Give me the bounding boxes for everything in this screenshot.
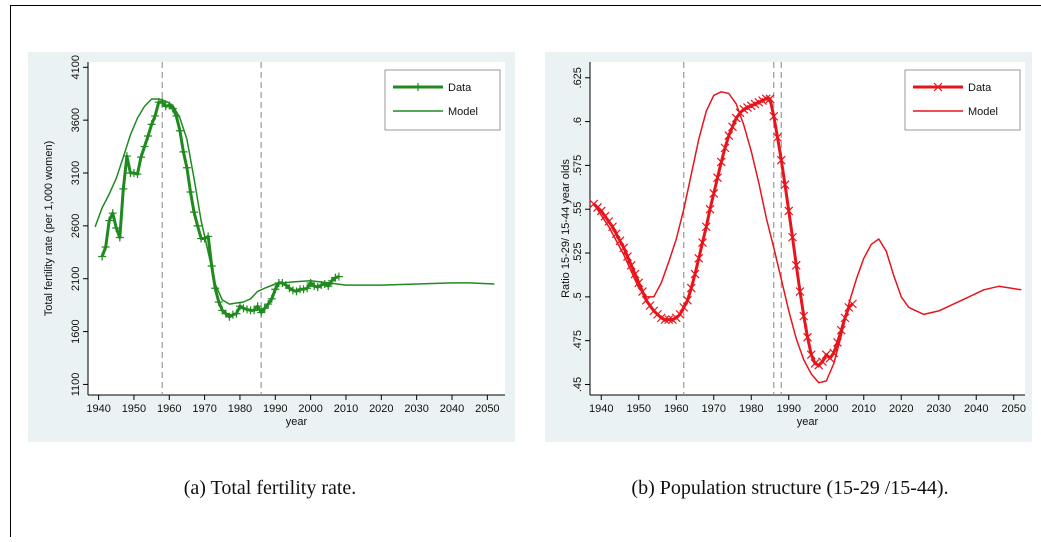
x-tick-label: 2020 xyxy=(889,403,913,415)
x-tick-label: 2050 xyxy=(1002,403,1026,415)
x-tick-label: 1940 xyxy=(86,403,110,415)
x-axis-label: year xyxy=(797,416,819,428)
x-tick-label: 1960 xyxy=(157,403,181,415)
x-tick-label: 1950 xyxy=(627,403,651,415)
x-tick-label: 2030 xyxy=(927,403,951,415)
y-tick-label: .45 xyxy=(572,377,584,392)
x-tick-label: 2010 xyxy=(852,403,876,415)
legend-label: Data xyxy=(448,82,472,94)
y-tick-label: .5 xyxy=(572,292,584,301)
y-tick-label: .6 xyxy=(572,117,584,126)
legend-box xyxy=(385,70,500,130)
y-tick-label: 1100 xyxy=(70,373,82,397)
legend: Data Model xyxy=(905,70,1020,130)
y-axis-label: Ratio 15-29/ 15-44 year olds xyxy=(560,159,572,298)
legend-label: Model xyxy=(448,106,478,118)
caption: (b) Population structure (15-29 /15-44). xyxy=(631,477,948,499)
legend-label: Model xyxy=(968,106,998,118)
x-tick-label: 1960 xyxy=(664,403,688,415)
y-tick-label: 2100 xyxy=(70,266,82,290)
y-tick-label: 4100 xyxy=(70,55,82,79)
x-tick-label: 2040 xyxy=(964,403,988,415)
y-tick-label: 1600 xyxy=(70,319,82,343)
x-tick-label: 2010 xyxy=(334,403,358,415)
y-tick-label: 3100 xyxy=(70,161,82,185)
y-tick-label: .575 xyxy=(572,155,584,176)
x-tick-label: 1940 xyxy=(589,403,613,415)
x-tick-label: 1990 xyxy=(263,403,287,415)
y-tick-label: .625 xyxy=(572,67,584,88)
x-tick-label: 2020 xyxy=(369,403,393,415)
x-axis-label: year xyxy=(286,416,308,428)
y-axis-label: Total fertility rate (per 1,000 women) xyxy=(43,141,55,316)
legend-box xyxy=(905,70,1020,130)
x-tick-label: 1970 xyxy=(702,403,726,415)
y-tick-label: .55 xyxy=(572,202,584,217)
y-tick-label: 3600 xyxy=(70,108,82,132)
x-tick-label: 2040 xyxy=(440,403,464,415)
y-tick-label: 2600 xyxy=(70,214,82,238)
y-tick-label: .475 xyxy=(572,330,584,351)
x-tick-label: 1970 xyxy=(192,403,216,415)
legend-label: Data xyxy=(968,82,992,94)
x-tick-label: 2000 xyxy=(814,403,838,415)
x-tick-label: 2000 xyxy=(298,403,322,415)
legend: Data Model xyxy=(385,70,500,130)
x-tick-label: 1980 xyxy=(228,403,252,415)
caption: (a) Total fertility rate. xyxy=(184,477,357,499)
y-tick-label: .525 xyxy=(572,242,584,263)
x-tick-label: 2030 xyxy=(404,403,428,415)
x-tick-label: 1980 xyxy=(739,403,763,415)
x-tick-label: 1950 xyxy=(122,403,146,415)
x-tick-label: 2050 xyxy=(475,403,499,415)
x-tick-label: 1990 xyxy=(777,403,801,415)
